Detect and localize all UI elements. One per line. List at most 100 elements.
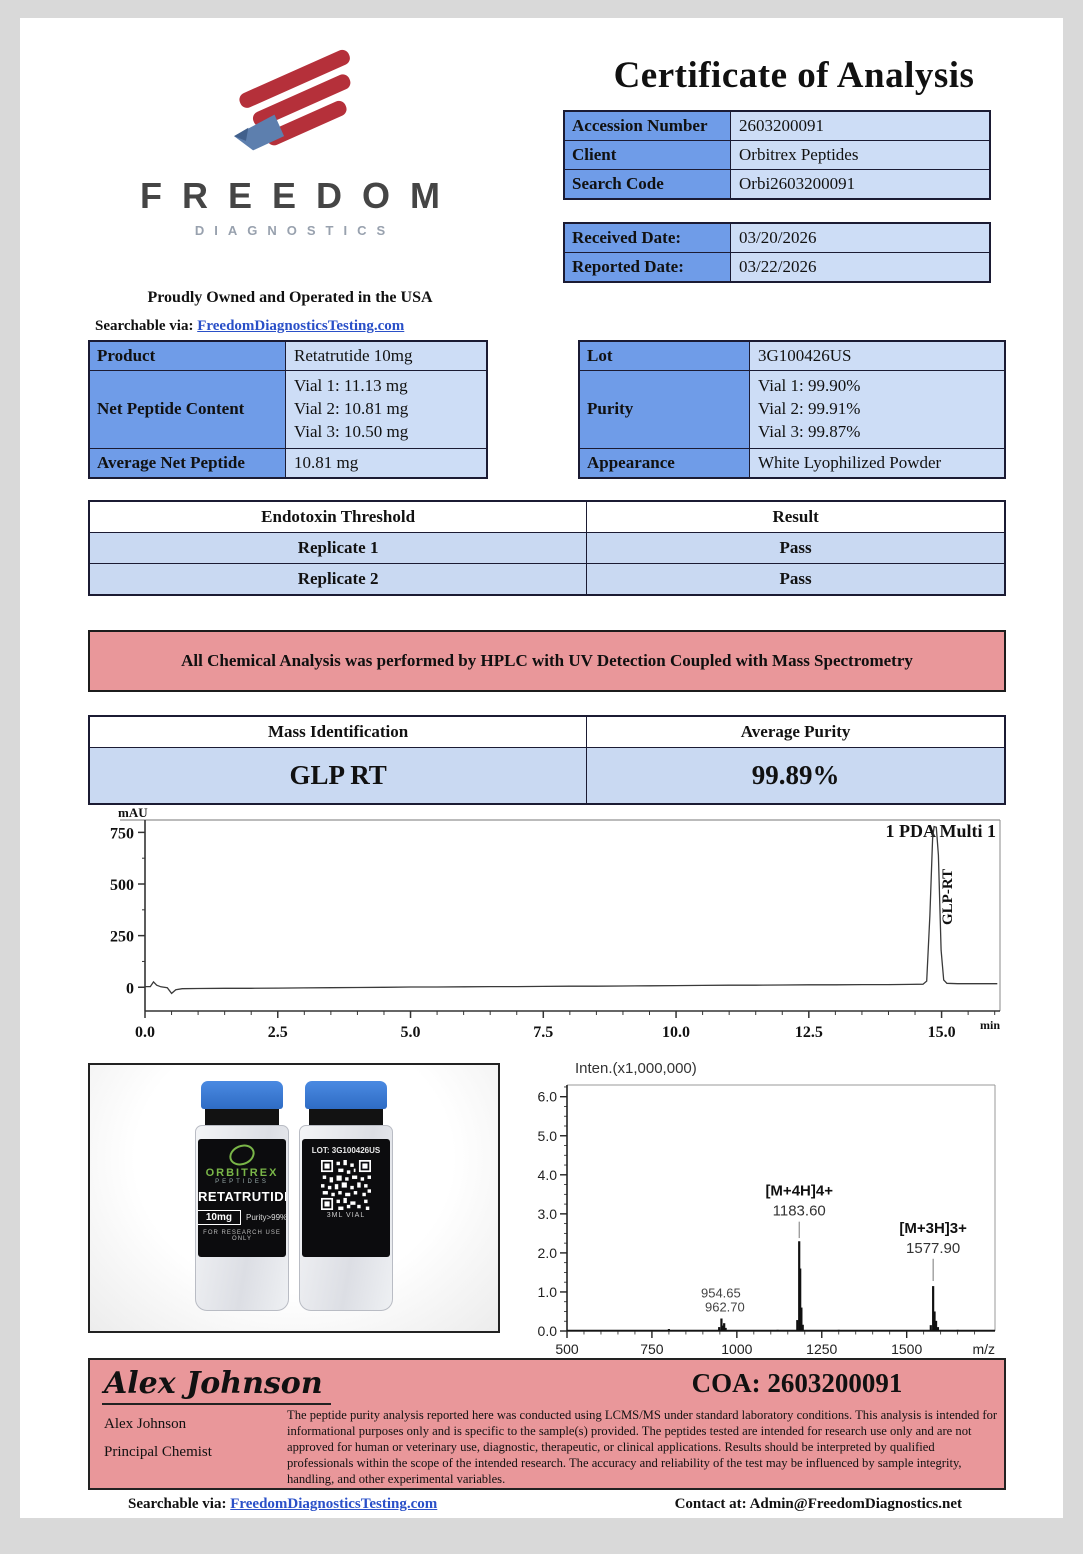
footer-searchable: Searchable via: FreedomDiagnosticsTestin… xyxy=(128,1496,437,1513)
vial-line: Vial 1: 11.13 mg xyxy=(294,376,408,395)
svg-text:1183.60: 1183.60 xyxy=(773,1203,826,1220)
vial-cap-ring xyxy=(205,1109,279,1127)
svg-text:1.0: 1.0 xyxy=(538,1284,558,1300)
svg-text:[M+4H]4+: [M+4H]4+ xyxy=(765,1183,833,1200)
row-label: Lot xyxy=(580,342,750,370)
vial-front-label: ORBITREX PEPTIDES RETATRUTIDE 10mg Purit… xyxy=(198,1139,286,1257)
cell: Replicate 1 xyxy=(90,533,588,563)
row-label: Received Date: xyxy=(565,224,731,252)
mass-spectrum: Inten.(x1,000,000) 0.0 1.0 2.0 3.0 4.0 5.0 6.0 5… xyxy=(525,1055,1015,1357)
signature: Alex Johnson xyxy=(102,1366,331,1405)
svg-text:2.0: 2.0 xyxy=(538,1245,558,1261)
endotoxin-table: Endotoxin Threshold Result Replicate 1 P… xyxy=(88,500,1006,596)
certificate-page: FREEDOM DIAGNOSTICS Proudly Owned and Op… xyxy=(20,18,1063,1518)
row-label: Average Net Peptide xyxy=(90,448,286,477)
svg-text:0.0: 0.0 xyxy=(538,1323,558,1339)
accession-table: Accession Number 2603200091 Client Orbit… xyxy=(563,110,991,200)
vial-product-name: RETATRUTIDE xyxy=(198,1189,286,1204)
svg-text:5.0: 5.0 xyxy=(538,1128,558,1144)
searchable-link[interactable]: FreedomDiagnosticsTesting.com xyxy=(197,318,405,334)
table-row: GLP RT 99.89% xyxy=(90,747,1004,803)
disclaimer-text: The peptide purity analysis reported her… xyxy=(287,1408,998,1486)
vial-lot: LOT: 3G100426US xyxy=(311,1146,381,1155)
svg-text:0.0: 0.0 xyxy=(135,1024,155,1041)
table-header-row: Endotoxin Threshold Result xyxy=(90,502,1004,532)
svg-text:954.65: 954.65 xyxy=(701,1285,741,1300)
vial-line: Vial 2: 10.81 mg xyxy=(294,398,409,418)
row-value: Vial 1: 99.90% Vial 2: 99.91% Vial 3: 99… xyxy=(750,371,1004,448)
svg-text:5.0: 5.0 xyxy=(401,1024,421,1041)
footer-contact: Contact at: Admin@FreedomDiagnostics.net xyxy=(674,1496,962,1512)
dates-table: Received Date: 03/20/2026 Reported Date:… xyxy=(563,222,991,283)
row-value: 2603200091 xyxy=(731,112,989,140)
vial-back-label: LOT: 3G100426US xyxy=(302,1139,390,1257)
page-title: Certificate of Analysis xyxy=(613,55,975,96)
svg-text:250: 250 xyxy=(110,929,134,946)
cell: Pass xyxy=(587,533,1004,563)
signer-role: Principal Chemist xyxy=(104,1444,212,1460)
logo-name: FREEDOM xyxy=(140,175,460,216)
row-label: Appearance xyxy=(580,448,750,477)
svg-text:15.0: 15.0 xyxy=(928,1024,956,1041)
row-label: Net Peptide Content xyxy=(90,371,286,448)
svg-text:500: 500 xyxy=(110,877,134,894)
svg-text:1000: 1000 xyxy=(721,1341,752,1355)
svg-text:12.5: 12.5 xyxy=(795,1024,823,1041)
searchable-label: Searchable via: xyxy=(95,318,194,334)
table-row: Client Orbitrex Peptides xyxy=(565,140,989,169)
vial-brand: ORBITREX xyxy=(205,1167,279,1179)
svg-text:3.0: 3.0 xyxy=(538,1206,558,1222)
table-row: Product Retatrutide 10mg xyxy=(90,342,486,370)
table-row: Lot 3G100426US xyxy=(580,342,1004,370)
vial-line: Vial 3: 10.50 mg xyxy=(294,421,409,441)
product-table: Product Retatrutide 10mg Net Peptide Con… xyxy=(88,340,488,479)
svg-text:7.5: 7.5 xyxy=(533,1024,553,1041)
svg-text:1250: 1250 xyxy=(806,1341,837,1355)
table-row: Reported Date: 03/22/2026 xyxy=(565,252,989,281)
row-value: 03/22/2026 xyxy=(731,253,989,281)
svg-text:0: 0 xyxy=(126,980,134,997)
row-value: 03/20/2026 xyxy=(731,224,989,252)
vial-cap xyxy=(305,1081,387,1109)
row-label: Search Code xyxy=(565,170,731,198)
row-value: White Lyophilized Powder xyxy=(750,448,1004,477)
row-value: 10.81 mg xyxy=(286,448,486,477)
cell: Replicate 2 xyxy=(90,564,588,594)
vial-back: LOT: 3G100426US xyxy=(296,1081,396,1315)
footer-search-link[interactable]: FreedomDiagnosticsTesting.com xyxy=(230,1496,438,1512)
cell: Pass xyxy=(587,564,1004,594)
eagle-logo-icon xyxy=(234,49,351,151)
vial-photo: ORBITREX PEPTIDES RETATRUTIDE 10mg Purit… xyxy=(88,1063,500,1333)
vial-size: 3ML VIAL xyxy=(326,1212,366,1219)
column-header: Average Purity xyxy=(587,717,1004,747)
svg-text:1577.90: 1577.90 xyxy=(906,1240,960,1257)
row-label: Purity xyxy=(580,371,750,448)
table-row: Appearance White Lyophilized Powder xyxy=(580,447,1004,477)
vial-cap-ring xyxy=(309,1109,383,1127)
method-banner: All Chemical Analysis was performed by H… xyxy=(88,630,1006,692)
svg-text:750: 750 xyxy=(110,825,134,842)
row-label: Product xyxy=(90,342,286,370)
svg-text:2.5: 2.5 xyxy=(268,1024,288,1041)
lot-table: Lot 3G100426US Purity Vial 1: 99.90% Via… xyxy=(578,340,1006,479)
column-header: Endotoxin Threshold xyxy=(90,502,588,532)
svg-text:6.0: 6.0 xyxy=(538,1089,558,1105)
table-row: Net Peptide Content Vial 1: 11.13 mg Via… xyxy=(90,370,486,448)
svg-text:m/z: m/z xyxy=(972,1341,995,1355)
svg-text:4.0: 4.0 xyxy=(538,1167,558,1183)
tagline: Proudly Owned and Operated in the USA xyxy=(147,289,433,306)
svg-text:1 PDA Multi 1: 1 PDA Multi 1 xyxy=(886,821,997,841)
table-header-row: Mass Identification Average Purity xyxy=(90,717,1004,747)
svg-text:962.70: 962.70 xyxy=(705,1299,745,1314)
vial-line: Vial 2: 99.91% xyxy=(758,398,861,418)
column-header: Result xyxy=(587,502,1004,532)
row-value: 3G100426US xyxy=(750,342,1004,370)
coa-panel: Alex Johnson Alex Johnson Principal Chem… xyxy=(88,1358,1006,1490)
table-row: Replicate 1 Pass xyxy=(90,532,1004,563)
row-label: Accession Number xyxy=(565,112,731,140)
svg-text:500: 500 xyxy=(555,1341,579,1355)
searchable-line: Searchable via: FreedomDiagnosticsTestin… xyxy=(95,318,404,335)
vials: ORBITREX PEPTIDES RETATRUTIDE 10mg Purit… xyxy=(192,1081,396,1315)
table-row: Received Date: 03/20/2026 xyxy=(565,224,989,252)
vial-brand-sub: PEPTIDES xyxy=(215,1179,269,1185)
